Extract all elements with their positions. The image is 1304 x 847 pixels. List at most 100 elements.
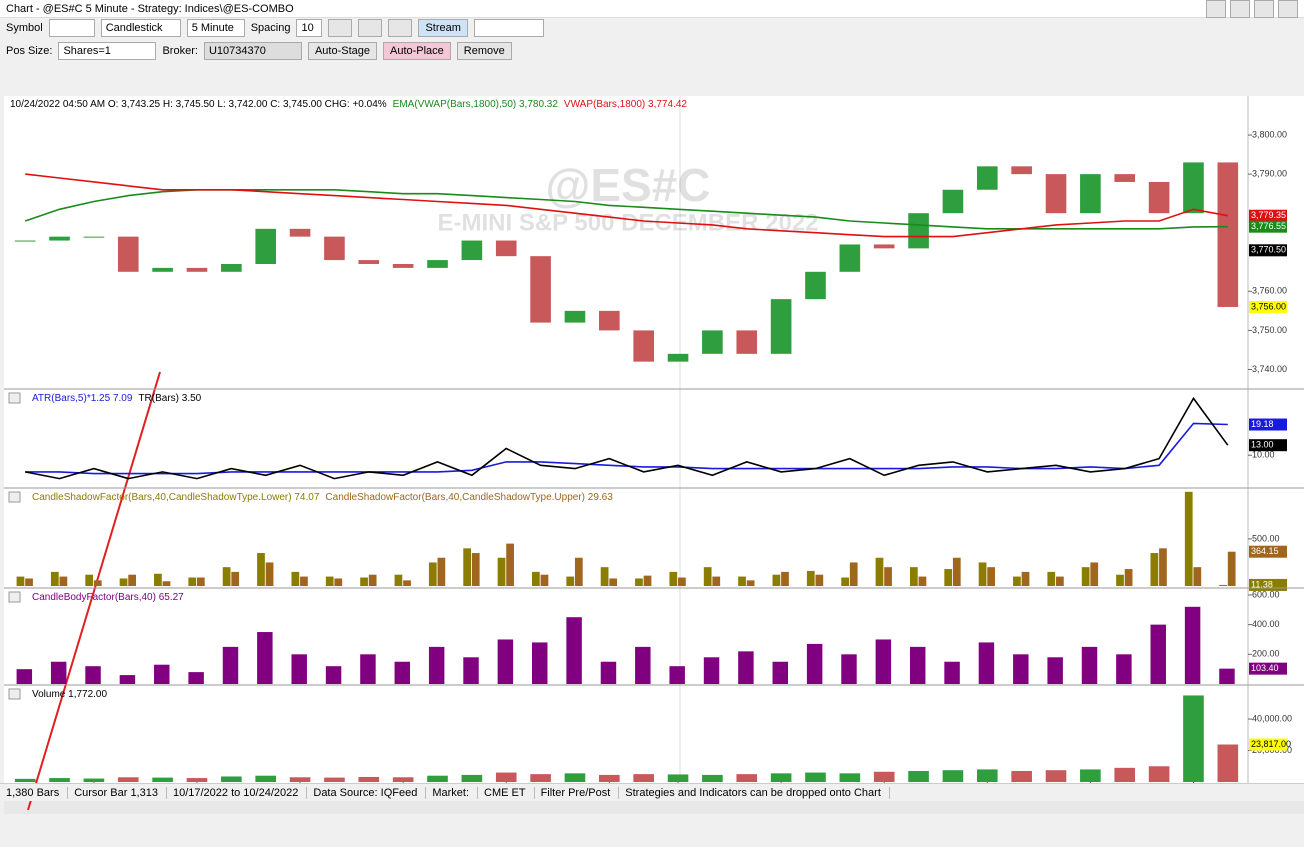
volume-bar (358, 776, 380, 782)
bar (291, 571, 300, 586)
candle (839, 244, 861, 272)
bar (669, 666, 685, 684)
bar (265, 562, 274, 586)
tool-button[interactable] (388, 19, 413, 37)
bar (849, 562, 858, 586)
pos-size-label: Pos Size: (6, 45, 53, 57)
bar (428, 646, 445, 684)
bar (909, 646, 926, 684)
title-bar: Chart - @ES#C 5 Minute - Strategy: Indic… (0, 0, 1304, 18)
bar (1090, 562, 1099, 586)
bar (987, 567, 996, 586)
volume-bar (942, 770, 964, 782)
bar (703, 567, 712, 586)
stream-button[interactable]: Stream (418, 19, 468, 37)
bar (1013, 576, 1021, 586)
volume-bar (1045, 770, 1067, 782)
tool-button[interactable] (358, 19, 383, 37)
tool-button[interactable] (328, 19, 353, 37)
remove-button[interactable]: Remove (456, 42, 512, 60)
symbol-input[interactable] (48, 19, 95, 37)
y-tick-label: 3,800.00 (1252, 129, 1287, 139)
bar (291, 654, 307, 684)
volume-bar (564, 773, 586, 782)
bar (1047, 657, 1063, 684)
auto-place-button[interactable]: Auto-Place (382, 42, 451, 60)
value-marker-label: 3,779.35 (1251, 210, 1286, 220)
y-tick-label: 40,000.00 (1252, 713, 1292, 723)
bar (600, 567, 609, 586)
bar (188, 577, 197, 586)
volume-bar (117, 777, 139, 782)
status-item[interactable]: CME ET (484, 786, 535, 799)
scrollbar[interactable] (4, 800, 1304, 814)
bar (360, 654, 376, 684)
candle (530, 256, 551, 323)
order-select[interactable] (473, 19, 544, 37)
help-button[interactable] (1206, 0, 1226, 18)
volume-bar (186, 778, 208, 782)
bar (222, 567, 231, 586)
bar (1013, 654, 1029, 684)
collapse-button[interactable] (8, 688, 21, 700)
bar (196, 577, 205, 586)
auto-stage-button[interactable]: Auto-Stage (307, 42, 377, 60)
bar (471, 553, 480, 586)
bar (231, 571, 240, 586)
bar (566, 576, 575, 586)
y-tick-label: 600.00 (1252, 589, 1280, 599)
collapse-button[interactable] (8, 392, 21, 404)
bar (1116, 574, 1124, 586)
symbol-label: Symbol (6, 22, 43, 34)
broker-label: Broker: (162, 45, 198, 57)
subtitle: 10/24/2022 04:50 AM O: 3,743.25 H: 3,745… (10, 99, 387, 110)
collapse-button[interactable] (8, 591, 21, 603)
candle (702, 330, 723, 354)
pos-size-select[interactable]: Shares=1 (58, 42, 157, 60)
close-button[interactable] (1278, 0, 1298, 18)
volume-bar (736, 774, 758, 782)
bar (1116, 654, 1132, 684)
legend-entry: TR(Bars) 3.50 (138, 393, 201, 404)
candle (942, 189, 964, 214)
minimize-button[interactable] (1230, 0, 1250, 18)
bar (635, 646, 651, 684)
bar (1081, 567, 1090, 586)
bar (1159, 548, 1167, 586)
bar (437, 557, 446, 586)
volume-bar (1217, 744, 1239, 782)
bar (119, 675, 136, 684)
bar (944, 661, 960, 684)
bar (678, 577, 686, 586)
chart-type-select[interactable]: Candlestick (100, 19, 181, 37)
maximize-button[interactable] (1254, 0, 1274, 18)
volume-bar (1011, 770, 1032, 782)
window-title: Chart - @ES#C 5 Minute - Strategy: Indic… (6, 2, 294, 15)
volume-bar (770, 773, 792, 782)
volume-bar (427, 775, 448, 782)
pane-header: 10/24/2022 04:50 AM O: 3,743.25 H: 3,745… (10, 99, 687, 110)
volume-bar (14, 778, 36, 782)
bar (16, 576, 25, 586)
candle (49, 236, 70, 241)
value-marker-label: 11.38 (1251, 579, 1273, 589)
value-marker (1249, 545, 1287, 558)
series-line (25, 173, 1228, 238)
bar (952, 557, 961, 586)
bar (119, 578, 128, 586)
candle (289, 228, 311, 237)
collapse-button[interactable] (8, 491, 21, 503)
legend-entry: VWAP(Bars,1800) 3,774.42 (564, 99, 687, 110)
candle (14, 240, 36, 242)
volume-bar (667, 774, 689, 782)
candle (1148, 181, 1170, 214)
bar (93, 580, 102, 586)
candle (1183, 162, 1204, 214)
interval-select[interactable]: 5 Minute (186, 19, 245, 37)
spacing-input[interactable]: 10 (296, 19, 323, 37)
volume-bar (461, 774, 483, 782)
bar (806, 643, 823, 684)
pane-header: CandleShadowFactor(Bars,40,CandleShadowT… (32, 492, 613, 503)
status-item[interactable]: Filter Pre/Post (541, 786, 620, 799)
account-select[interactable]: U10734370 (203, 42, 302, 60)
